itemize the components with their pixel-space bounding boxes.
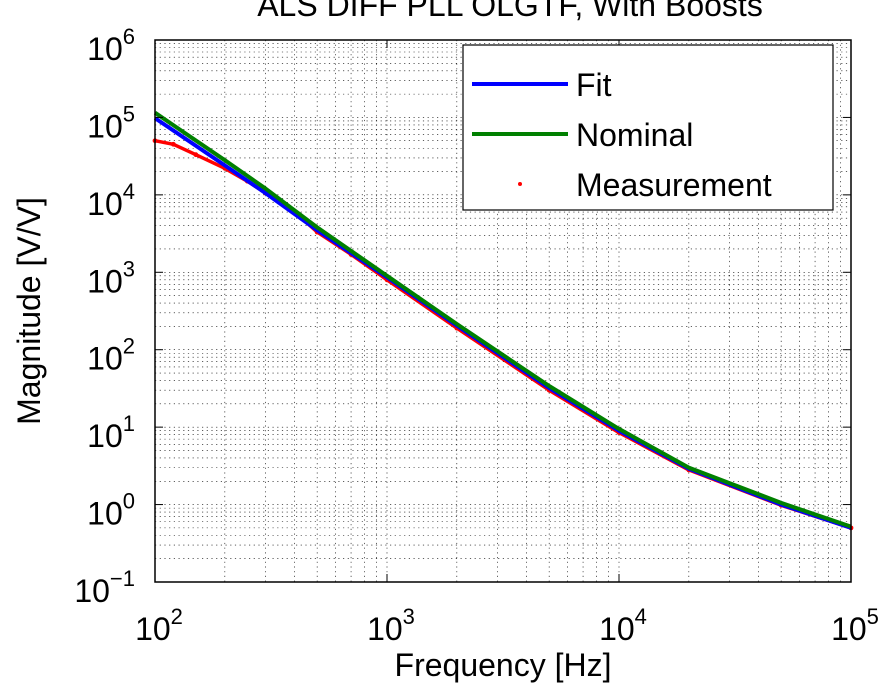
legend-box [462, 44, 834, 211]
axis-ticks [154, 39, 852, 583]
y-tick-label: 100 [87, 489, 135, 532]
legend-measurement-swatch [518, 182, 522, 186]
y-tick-label: 101 [87, 411, 135, 454]
series-nominal-line [153, 111, 852, 529]
y-tick-label: 105 [87, 101, 135, 144]
series-layer [152, 111, 854, 531]
measurement-point [170, 141, 176, 147]
plot-frame [154, 39, 852, 583]
legend-fit-label: Fit [576, 67, 612, 103]
x-tick-label: 104 [599, 604, 647, 647]
x-axis-label: Frequency [Hz] [395, 647, 612, 683]
y-axis-label: Magnitude [V/V] [11, 197, 47, 425]
y-tick-label: 103 [87, 256, 135, 299]
legend: Fit Nominal Measurement [462, 44, 834, 211]
chart-title: ALS DIFF PLL OLGTF, With Boosts [257, 0, 763, 23]
y-tick-label: 10−1 [74, 566, 135, 609]
measurement-point [193, 152, 199, 158]
y-tick-label: 106 [87, 24, 135, 67]
tick-labels: 102 103 104 105 10−1 100 101 102 103 104 105 106 [74, 24, 879, 647]
legend-measurement-label: Measurement [576, 167, 772, 203]
x-tick-label: 105 [831, 604, 879, 647]
y-tick-label: 102 [87, 334, 135, 377]
x-tick-label: 103 [367, 604, 415, 647]
legend-nominal-label: Nominal [576, 117, 693, 153]
y-tick-label: 104 [87, 179, 135, 222]
grid [155, 40, 851, 582]
x-tick-label: 102 [135, 604, 183, 647]
